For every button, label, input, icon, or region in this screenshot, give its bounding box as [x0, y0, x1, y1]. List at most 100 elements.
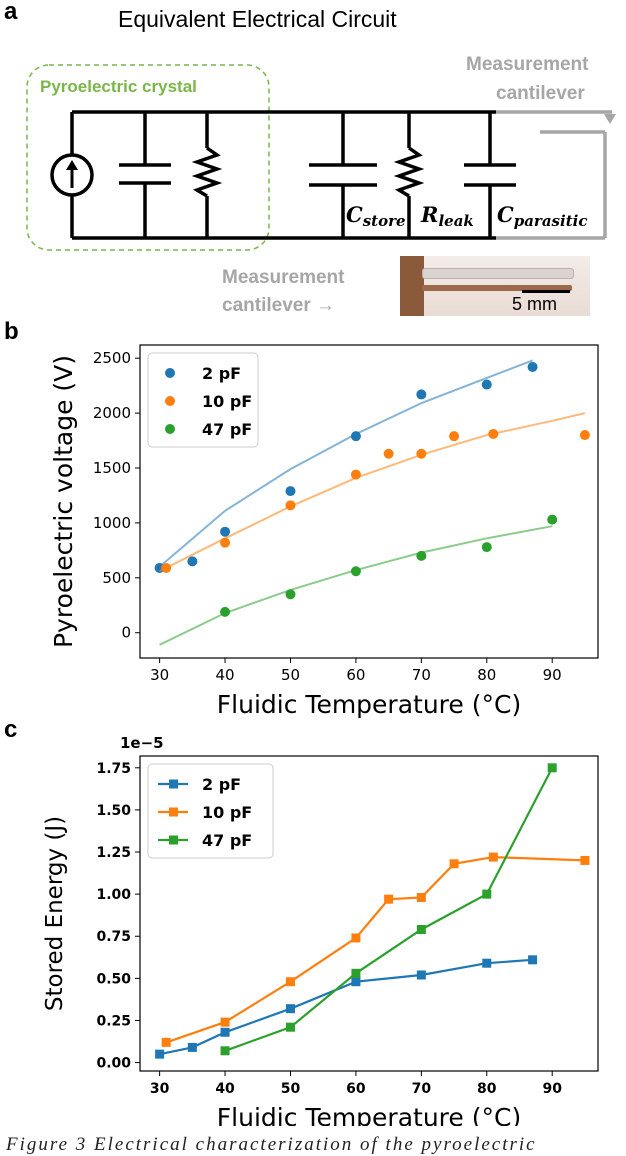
- data-marker: [482, 889, 492, 899]
- x-tick-label: 30: [150, 666, 169, 684]
- x-tick-label: 30: [150, 1081, 170, 1097]
- data-marker: [351, 933, 361, 943]
- c-store-main: C: [346, 202, 363, 227]
- y-tick-label: 2000: [93, 404, 131, 422]
- data-point: [187, 556, 198, 567]
- x-tick-label: 90: [542, 1081, 562, 1097]
- legend-marker: [165, 424, 175, 434]
- data-marker: [285, 1004, 295, 1014]
- data-point: [416, 550, 427, 561]
- measurement-label-top-2: cantilever: [496, 83, 585, 104]
- x-tick-label: 50: [281, 1081, 301, 1097]
- current-source-icon: [50, 153, 94, 197]
- data-marker: [384, 894, 394, 904]
- cantilever-photo: 5 mm: [400, 256, 590, 316]
- r-leak-main: R: [420, 202, 438, 227]
- x-tick-label: 40: [216, 666, 235, 684]
- legend-marker: [169, 807, 178, 817]
- data-point: [481, 379, 492, 390]
- x-tick-label: 70: [412, 666, 431, 684]
- legend-marker: [165, 368, 175, 378]
- legend-marker: [169, 835, 178, 845]
- circuit-wires: [70, 110, 516, 240]
- panel-letter-c: c: [4, 716, 18, 743]
- legend-marker: [165, 396, 175, 406]
- data-marker: [187, 1042, 197, 1052]
- circuit-title: Equivalent Electrical Circuit: [118, 6, 397, 32]
- y-tick-label: 1.75: [96, 761, 131, 777]
- data-marker: [220, 1017, 230, 1027]
- series-line-0: [159, 958, 533, 1056]
- y-tick-label: 1500: [93, 459, 131, 477]
- data-marker: [285, 1022, 295, 1032]
- crystal-boundary: [26, 64, 270, 251]
- y-tick-label: 0.75: [96, 929, 131, 945]
- data-marker: [528, 955, 538, 965]
- data-marker: [351, 968, 361, 978]
- c-parasitic-sub: parasitic: [514, 212, 588, 230]
- legend-label: 47 pF: [202, 831, 252, 850]
- legend-label: 10 pF: [202, 392, 252, 411]
- photo-mount: [400, 256, 424, 316]
- y-tick-label: 0.00: [96, 1056, 131, 1072]
- data-marker: [488, 852, 498, 862]
- data-marker: [161, 1037, 171, 1047]
- cantilever-tip-icon: [604, 114, 616, 124]
- measurement-label-bottom-1: Measurement: [222, 267, 345, 288]
- scale-label: 5 mm: [512, 294, 557, 314]
- data-point: [547, 514, 558, 525]
- series-line-2: [224, 767, 554, 1052]
- data-marker: [351, 977, 361, 987]
- photo-crystal: [422, 268, 574, 279]
- legend-box: [147, 352, 259, 448]
- x-axis-label: Fluidic Temperature (°C): [217, 690, 521, 719]
- data-point: [285, 589, 296, 600]
- data-point: [416, 448, 427, 459]
- data-point: [350, 469, 361, 480]
- r-leak-sub: leak: [438, 212, 473, 230]
- data-point: [579, 430, 590, 441]
- y-tick-label: 500: [102, 569, 131, 587]
- plot-frame: [139, 755, 599, 1072]
- data-point: [416, 389, 427, 400]
- x-tick-label: 50: [281, 666, 300, 684]
- data-marker: [220, 1027, 230, 1037]
- panel-letter-b: b: [4, 318, 19, 345]
- legend-box: [147, 763, 274, 859]
- c-store-sub: store: [363, 212, 406, 230]
- data-marker: [416, 970, 426, 980]
- offset-label: 1e−5: [120, 734, 164, 752]
- data-marker: [416, 892, 426, 902]
- x-tick-label: 40: [215, 1081, 235, 1097]
- y-tick-label: 1.50: [96, 803, 131, 819]
- legend-label: 2 pF: [202, 775, 241, 794]
- legend-label: 2 pF: [202, 364, 241, 383]
- legend-label: 47 pF: [202, 420, 252, 439]
- r-leak-label: Rleak: [420, 202, 474, 230]
- y-tick-label: 0: [121, 624, 131, 642]
- series-line-1: [165, 855, 585, 1044]
- scale-bar: [522, 290, 570, 293]
- data-marker: [580, 855, 590, 865]
- data-point: [220, 537, 231, 548]
- x-tick-label: 60: [346, 1081, 366, 1097]
- crystal-label: Pyroelectric crystal: [40, 77, 197, 96]
- data-point: [161, 562, 172, 573]
- x-tick-label: 80: [477, 666, 496, 684]
- cantilever-wiring: [496, 110, 612, 240]
- legend-label: 10 pF: [202, 803, 252, 822]
- x-tick-label: 90: [543, 666, 562, 684]
- figure-caption: Figure 3 Electrical characterization of …: [6, 1134, 537, 1155]
- x-tick-label: 70: [412, 1081, 432, 1097]
- y-tick-label: 0.50: [96, 971, 131, 987]
- data-marker: [416, 925, 426, 935]
- measurement-label-bottom-2: cantilever →: [222, 295, 335, 316]
- data-point: [220, 526, 231, 537]
- data-marker: [547, 763, 557, 773]
- data-point: [481, 542, 492, 553]
- data-point: [350, 566, 361, 577]
- y-axis-label: Pyroelectric voltage (V): [49, 355, 78, 648]
- c-store-label: Cstore: [346, 202, 406, 230]
- fit-line-1: [159, 412, 586, 573]
- x-tick-label: 60: [346, 666, 365, 684]
